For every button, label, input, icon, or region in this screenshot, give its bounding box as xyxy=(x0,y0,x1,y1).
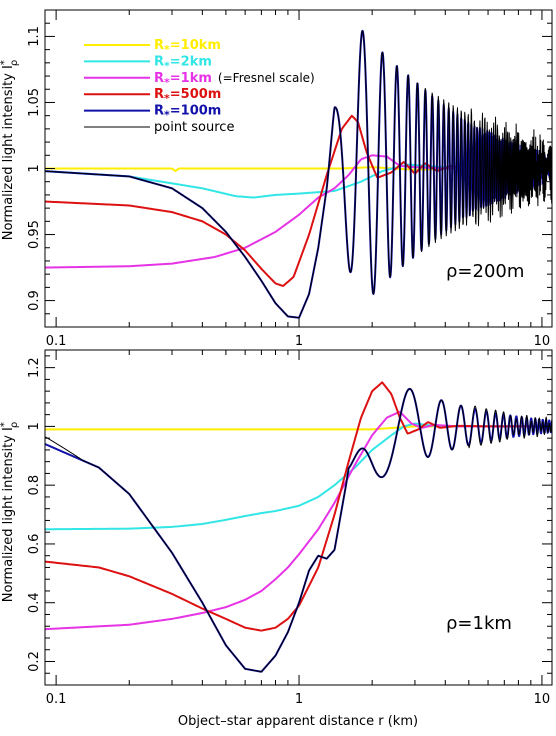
top-panel: 0.1 1 10 0.9 0.95 1 1.05 1.1 R*=10kmR*=2kmR*=1k… xyxy=(0,9,553,349)
bottom-xlabel: Object–star apparent distance r (km) xyxy=(178,714,418,729)
legend-label: R*=100m xyxy=(154,104,221,122)
top-xtick-label: 10 xyxy=(534,334,551,349)
bottom-ytick-label: 0.6 xyxy=(27,534,42,555)
legend-label: R*=500m xyxy=(154,87,221,105)
bottom-ytick-label: 0.2 xyxy=(27,651,42,672)
bottom-ytick-label: 0.8 xyxy=(27,475,42,496)
top-ylabel: Normalized light intensity I*ρ xyxy=(0,60,20,241)
bottom-ytick-label: 0.4 xyxy=(27,592,42,613)
top-ytick-label: 1 xyxy=(27,164,42,172)
bottom-ylabel-text: Normalized light intensity I xyxy=(1,427,16,602)
top-annotation-rho: ρ=200m xyxy=(446,261,524,282)
legend-label: R*=2km xyxy=(154,54,212,72)
top-ytick-label: 0.9 xyxy=(27,290,42,311)
legend-label: point source xyxy=(154,120,234,135)
bottom-ylabel-sup: * xyxy=(0,422,10,427)
bottom-xtick-label: 0.1 xyxy=(46,692,67,707)
bottom-ylabel: Normalized light intensity I*ρ xyxy=(0,422,20,603)
top-ytick-label: 1.05 xyxy=(27,88,42,117)
top-ytick-label: 0.95 xyxy=(27,220,42,249)
top-ylabel-sub: ρ xyxy=(9,60,20,66)
top-xtick-label: 1 xyxy=(295,334,303,349)
top-xtick-label: 0.1 xyxy=(46,334,67,349)
bottom-axes-frame xyxy=(44,349,553,686)
top-ylabel-sup: * xyxy=(0,60,10,65)
top-axes: 0.1 1 10 0.9 0.95 1 1.05 1.1 xyxy=(27,9,553,349)
bottom-panel: 0.1 1 10 0.2 0.4 0.6 0.8 1 1.2 ρ=1km Normalized … xyxy=(0,349,553,729)
bottom-xtick-label: 10 xyxy=(534,692,551,707)
bottom-annotation-rho: ρ=1km xyxy=(446,613,512,634)
bottom-plot-area xyxy=(45,381,552,673)
bottom-curves xyxy=(45,381,552,673)
top-curves xyxy=(45,29,552,319)
bottom-xtick-label: 1 xyxy=(295,692,303,707)
legend-label: R*=10km xyxy=(154,38,221,56)
bottom-ylabel-sub: ρ xyxy=(9,422,20,428)
legend-label: R*=1km (=Fresnel scale) xyxy=(154,71,315,89)
top-ytick-label: 1.1 xyxy=(27,26,42,47)
bottom-series-point-source xyxy=(45,388,552,673)
top-plot-area xyxy=(45,29,552,319)
top-ylabel-text: Normalized light intensity I xyxy=(1,65,16,240)
top-series-point-source xyxy=(45,30,552,319)
bottom-axes: 0.1 1 10 0.2 0.4 0.6 0.8 1 1.2 xyxy=(27,349,553,707)
bottom-ytick-label: 1.2 xyxy=(27,357,42,378)
bottom-ytick-label: 1 xyxy=(27,422,42,430)
